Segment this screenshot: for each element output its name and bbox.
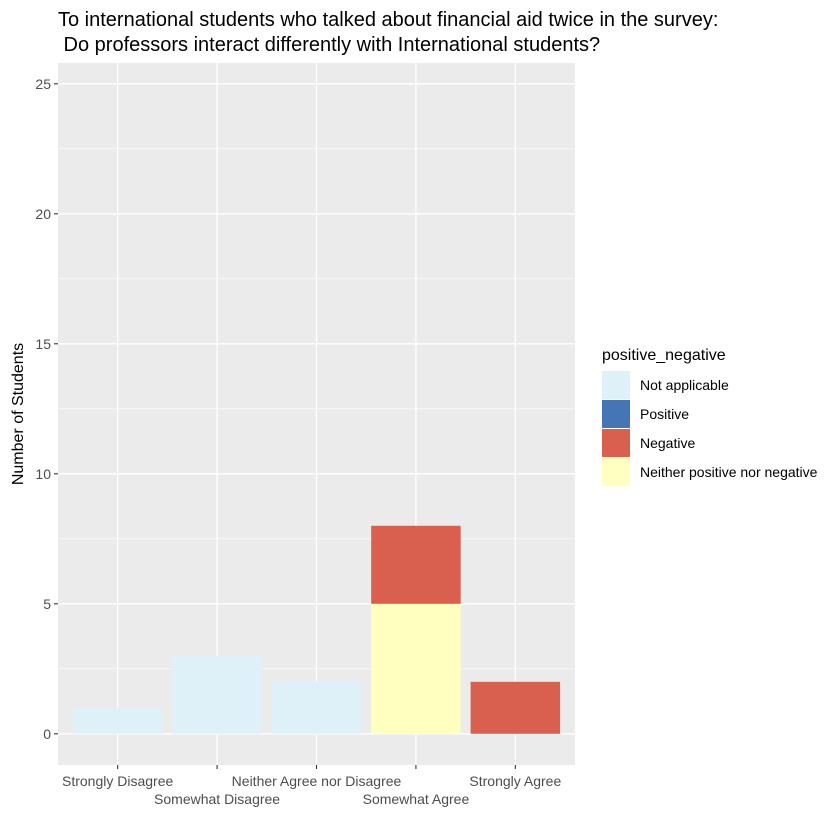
y-axis: 0 5 10 15 20 25 bbox=[35, 76, 58, 742]
y-tick-label: 5 bbox=[43, 596, 51, 612]
x-tick-label-neither-agree-nor-disagree: Neither Agree nor Disagree bbox=[232, 773, 402, 789]
bar-somewhat-agree-neither-positive-nor-negative bbox=[371, 603, 461, 734]
legend-key-negative bbox=[602, 429, 630, 457]
legend-key-positive bbox=[602, 400, 630, 428]
x-tick-label-strongly-agree: Strongly Agree bbox=[469, 773, 561, 789]
y-tick-label: 0 bbox=[43, 726, 51, 742]
chart-title-line-1: To international students who talked abo… bbox=[58, 9, 718, 31]
bar-somewhat-agree-negative bbox=[371, 525, 461, 604]
legend-label-neither-positive-nor-negative: Neither positive nor negative bbox=[640, 464, 818, 480]
legend-label-positive: Positive bbox=[640, 406, 689, 422]
legend: positive_negative Not applicable Positive… bbox=[602, 347, 818, 486]
y-tick-label: 20 bbox=[35, 206, 51, 222]
bar-somewhat-disagree-not-applicable bbox=[172, 655, 262, 734]
y-axis-title: Number of Students bbox=[10, 343, 27, 485]
legend-label-not-applicable: Not applicable bbox=[640, 377, 729, 393]
legend-key-not-applicable bbox=[602, 371, 630, 399]
legend-items: Not applicable Positive Negative Neither po… bbox=[602, 371, 818, 486]
y-tick-label: 10 bbox=[35, 466, 51, 482]
bar-strongly-disagree-not-applicable bbox=[72, 707, 163, 734]
bar-neither-agree-nor-disagree-not-applicable bbox=[271, 681, 362, 734]
chart-title-line-2: Do professors interact differently with … bbox=[58, 34, 600, 56]
chart-title: To international students who talked abo… bbox=[58, 9, 718, 56]
bar-strongly-agree-negative bbox=[470, 681, 561, 734]
x-tick-label-somewhat-disagree: Somewhat Disagree bbox=[154, 791, 280, 807]
legend-title: positive_negative bbox=[602, 347, 726, 364]
x-tick-label-strongly-disagree: Strongly Disagree bbox=[62, 773, 173, 789]
x-tick-label-somewhat-agree: Somewhat Agree bbox=[363, 791, 470, 807]
y-tick-label: 15 bbox=[35, 336, 51, 352]
x-axis: Strongly Disagree Somewhat Disagree Neithe… bbox=[62, 765, 561, 807]
legend-key-neither-positive-nor-negative bbox=[602, 458, 630, 486]
major-gridlines bbox=[58, 63, 575, 765]
bars bbox=[72, 525, 561, 734]
legend-label-negative: Negative bbox=[640, 435, 695, 451]
y-tick-label: 25 bbox=[35, 76, 51, 92]
